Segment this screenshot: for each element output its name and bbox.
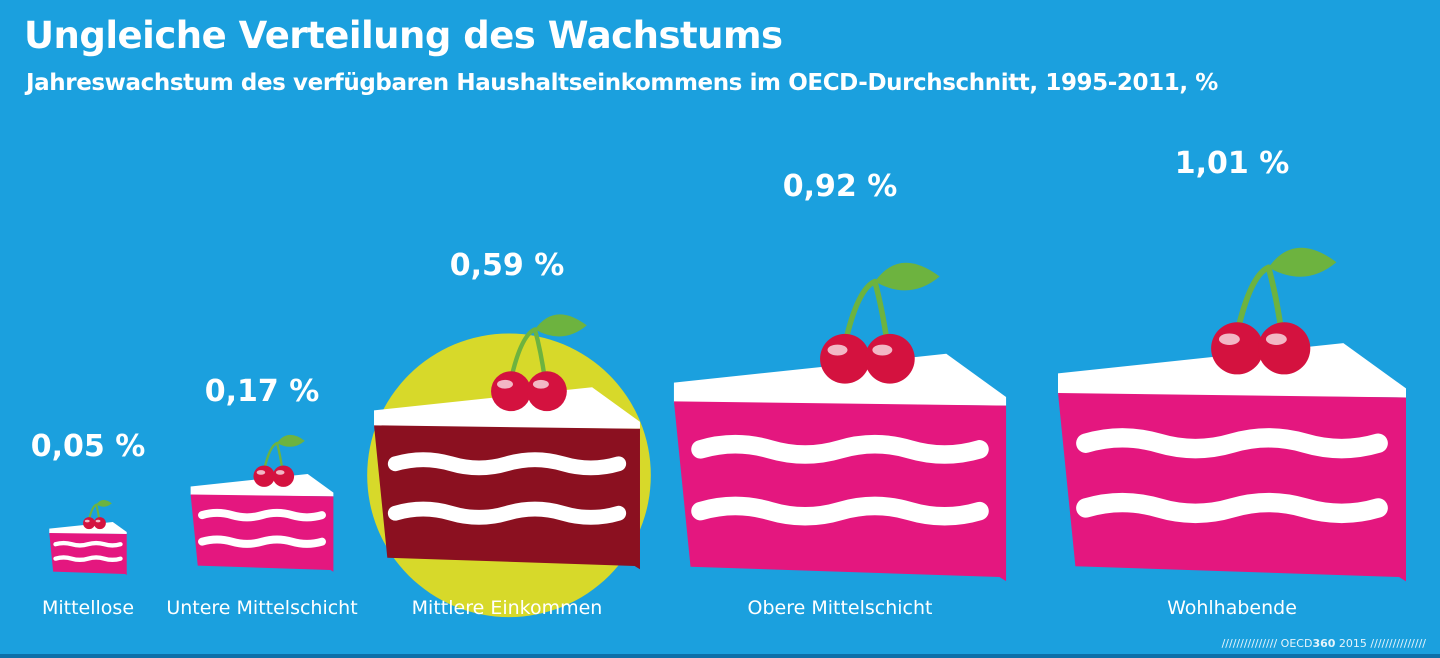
- cream-wave-1: [198, 508, 326, 522]
- cherry-leaf: [534, 314, 587, 337]
- cherry-shine: [532, 379, 549, 389]
- category-label: Mittellose: [42, 597, 134, 619]
- value-label: 0,92 %: [783, 169, 898, 204]
- cream-wave-1: [1076, 428, 1388, 459]
- cherry-stem: [88, 503, 101, 521]
- cake-body: [673, 401, 1007, 582]
- cherry-leaf: [1268, 247, 1337, 277]
- cherry-left: [820, 333, 870, 384]
- cake-slice-2: [190, 434, 334, 572]
- cake-body: [49, 533, 127, 575]
- cream-wave-2: [387, 501, 627, 525]
- cherry-stem: [1234, 264, 1285, 336]
- cherry-shine: [256, 470, 266, 475]
- cream-wave-2: [691, 496, 989, 526]
- cherry-right: [272, 465, 295, 487]
- cherry-shine: [275, 470, 285, 475]
- cake-slice-5: [1058, 247, 1406, 582]
- footer-year: 2015: [1338, 637, 1367, 650]
- cherry-right: [1258, 322, 1311, 375]
- cherry-shine: [827, 344, 848, 356]
- cherry-right: [864, 333, 915, 384]
- cake-slice-1: [49, 500, 127, 575]
- category-label: Untere Mittelschicht: [166, 597, 357, 619]
- cherry-leaf: [96, 500, 112, 507]
- cherry-shine: [95, 519, 101, 523]
- cake-body: [190, 494, 334, 572]
- cake-slice-4: [673, 262, 1007, 582]
- value-label: 0,05 %: [31, 429, 146, 464]
- cream-wave-1: [691, 434, 989, 464]
- cherry-left: [491, 371, 531, 412]
- cream-wave-1: [387, 452, 627, 476]
- cherry-shine: [84, 519, 90, 523]
- footer-brand: OECD: [1280, 637, 1313, 650]
- cake-body: [1058, 392, 1406, 582]
- category-label: Wohlhabende: [1167, 597, 1297, 619]
- footer-slashes-left: ///////////////: [1221, 637, 1278, 650]
- footer-slashes-right: ///////////////: [1370, 637, 1426, 650]
- cream-wave-1: [53, 540, 123, 548]
- value-label: 0,17 %: [205, 374, 320, 409]
- cherry-leaf: [874, 262, 940, 291]
- category-label: Mittlere Einkommen: [412, 597, 603, 619]
- footer-brand-bold: 360: [1312, 637, 1336, 650]
- cherry-shine: [497, 379, 513, 389]
- cherry-shine: [1218, 333, 1240, 345]
- chart-subtitle: Jahreswachstum des verfügbaren Haushalts…: [26, 70, 1218, 96]
- footer-credit: /////////////// OECD360 2015 ///////////…: [1222, 637, 1426, 650]
- cream-wave-2: [198, 535, 326, 548]
- cherry-left: [1211, 322, 1264, 375]
- cherry-left: [253, 465, 275, 487]
- cherry-shine: [1265, 333, 1287, 345]
- chart-title: Ungleiche Verteilung des Wachstums: [24, 14, 783, 57]
- cherry-stem: [842, 278, 891, 347]
- cherry-shine: [872, 344, 893, 356]
- cherry-left: [83, 517, 96, 530]
- cake-body: [374, 425, 640, 570]
- value-label: 0,59 %: [450, 248, 565, 283]
- cream-wave-2: [53, 555, 123, 562]
- category-label: Obere Mittelschicht: [748, 597, 933, 619]
- cherry-leaf: [276, 434, 305, 447]
- cake-slice-3: [367, 314, 651, 618]
- cherry-right: [526, 371, 567, 412]
- value-label: 1,01 %: [1175, 146, 1290, 181]
- cherry-stem: [262, 441, 284, 471]
- cherry-right: [93, 517, 106, 530]
- cream-wave-2: [1076, 492, 1388, 523]
